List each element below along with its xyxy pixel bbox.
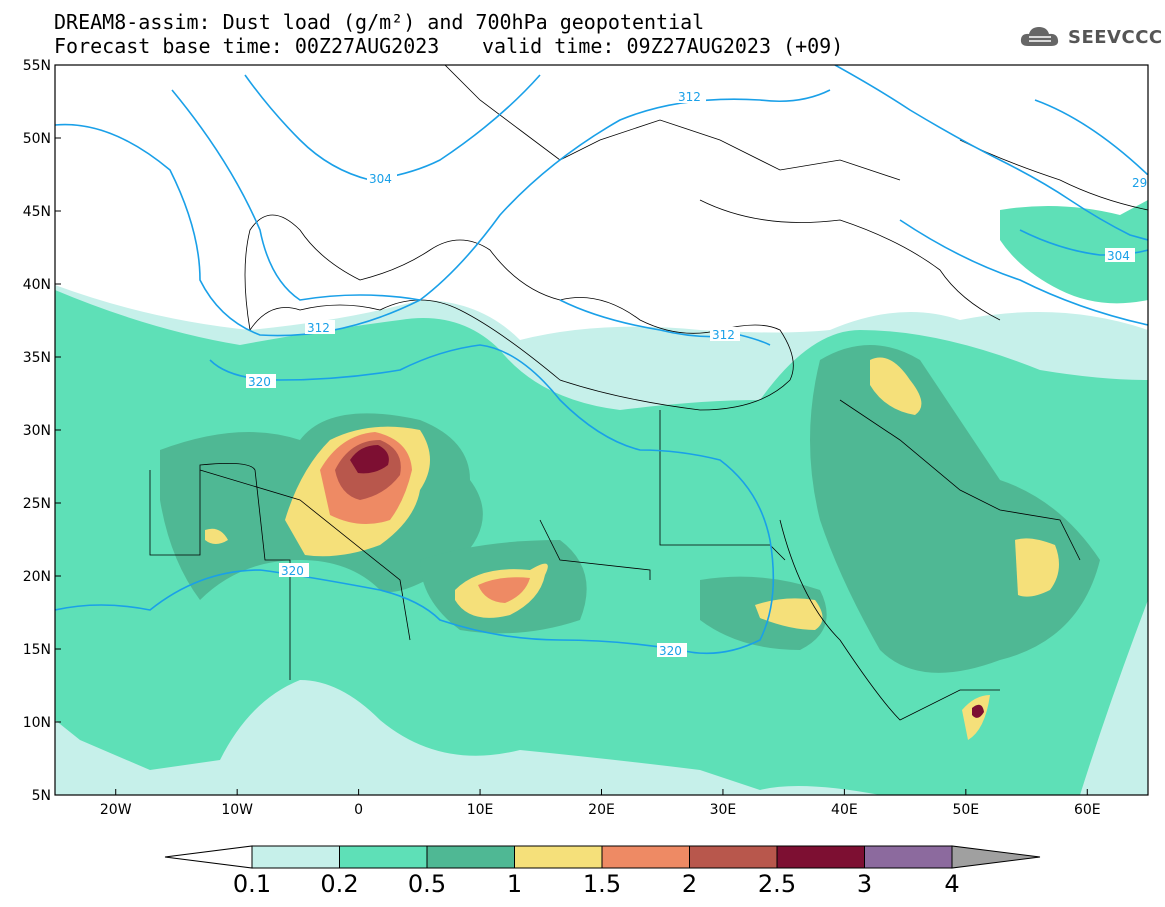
lat-label: 50N (23, 131, 51, 147)
colorbar-tick-label: 0.5 (407, 870, 447, 898)
colorbar-segment (601, 845, 690, 869)
dust-band-1.5-b (478, 577, 530, 603)
forecast-base-time: Forecast base time: 00Z27AUG2023 (54, 34, 440, 58)
contour-label-320-c: 320 (659, 644, 682, 658)
colorbar (164, 845, 1041, 869)
lon-label: 20W (100, 802, 132, 818)
lat-label: 15N (23, 642, 51, 658)
colorbar-tick-label: 1 (506, 870, 523, 898)
colorbar-segment (514, 845, 603, 869)
dust-band-1-d (1015, 538, 1059, 597)
lat-label: 35N (23, 350, 51, 366)
colorbar-segment (689, 845, 778, 869)
cloud-icon (1020, 27, 1059, 46)
lat-axis: 55N 50N 45N 40N 35N 30N 25N 20N 15N 10N 5N (23, 58, 61, 804)
contour-label-320-b: 320 (281, 564, 304, 578)
colorbar-tick-label: 2 (681, 870, 698, 898)
colorbar-segment (864, 845, 953, 869)
contour-label-312-c: 312 (712, 328, 735, 342)
colorbar-tick-label: 2.5 (757, 870, 797, 898)
colorbar-tick-label: 4 (944, 870, 960, 898)
contour-label-304-b: 304 (1107, 249, 1130, 263)
lon-label: 50E (952, 802, 979, 818)
valid-time: valid time: 09Z27AUG2023 (+09) (482, 34, 844, 58)
lon-label: 20E (588, 802, 615, 818)
map-title: DREAM8-assim: Dust load (g/m²) and 700hP… (54, 10, 705, 34)
lon-axis: 20W 10W 0 10E 20E 30E 40E 50E 60E (100, 789, 1101, 818)
contour-label-320-a: 320 (248, 375, 271, 389)
lat-label: 5N (32, 788, 51, 804)
dust-band-1-g (205, 528, 228, 544)
logo-text: SEEVCCC (1068, 26, 1163, 48)
dust-band-1-e (755, 598, 823, 630)
lat-label: 45N (23, 204, 51, 220)
lat-label: 30N (23, 423, 51, 439)
lat-label: 20N (23, 569, 51, 585)
lon-label: 10E (467, 802, 494, 818)
contour-label-312-b: 312 (678, 90, 701, 104)
lat-label: 40N (23, 277, 51, 293)
seevccc-logo: SEEVCCC (1018, 24, 1163, 50)
dust-band-1-c (870, 357, 922, 415)
lat-label: 10N (23, 715, 51, 731)
colorbar-segment (339, 845, 428, 869)
lon-label: 30E (710, 802, 737, 818)
contour-label-29: 29 (1132, 176, 1147, 190)
contour-label-304-a: 304 (369, 172, 392, 186)
colorbar-below-arrow (164, 845, 253, 869)
lat-label: 25N (23, 496, 51, 512)
colorbar-segment (426, 845, 515, 869)
colorbar-tick-label: 0.2 (320, 870, 359, 898)
lon-label: 60E (1074, 802, 1101, 818)
colorbar-segment (776, 845, 865, 869)
dust-band-2.5-b (972, 704, 984, 718)
colorbar-tick-label: 1.5 (582, 870, 622, 898)
contour-labels: 312 304 312 320 320 320 312 304 29 (246, 89, 1148, 658)
lat-label: 55N (23, 58, 51, 74)
colorbar-tick-label: 3 (856, 870, 873, 898)
dust-fields (55, 65, 1148, 795)
dust-band-2.5 (350, 445, 389, 474)
colorbar-segment (251, 845, 340, 869)
contour-label-312-a: 312 (307, 321, 330, 335)
lon-label: 10W (221, 802, 253, 818)
lon-label: 0 (354, 802, 363, 818)
colorbar-tick-label: 0.1 (232, 870, 272, 898)
colorbar-above-arrow (951, 845, 1041, 869)
lon-label: 40E (831, 802, 858, 818)
